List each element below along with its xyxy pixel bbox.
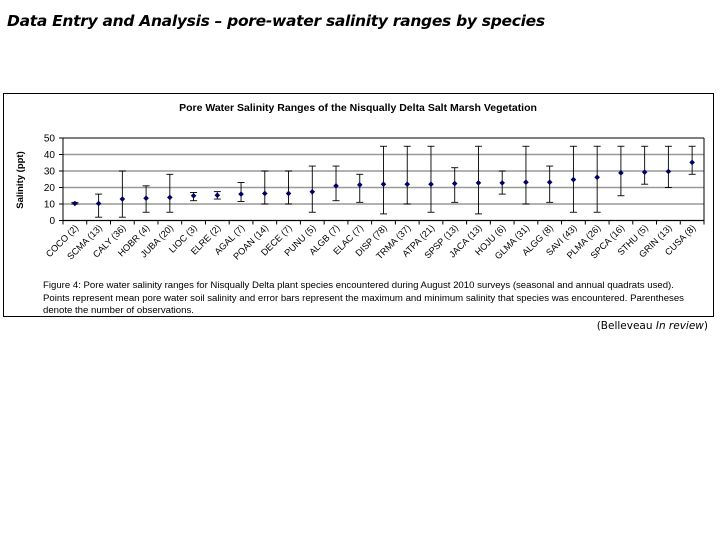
mean-marker xyxy=(190,192,197,199)
mean-marker xyxy=(523,179,529,186)
mean-marker xyxy=(594,174,600,181)
figure-caption: Figure 4: Pore water salinity ranges for… xyxy=(43,280,684,316)
mean-marker xyxy=(546,179,553,186)
y-tick-label: 20 xyxy=(44,183,56,194)
citation-close: ) xyxy=(703,320,708,332)
mean-marker xyxy=(356,182,363,188)
y-tick-label: 30 xyxy=(44,167,56,178)
citation-status: In review xyxy=(655,320,704,332)
mean-markers xyxy=(72,159,695,207)
mean-marker xyxy=(333,183,339,189)
slide-title: Data Entry and Analysis – pore-water sal… xyxy=(7,12,545,30)
y-axis-label: Salinity (ppt) xyxy=(15,151,26,209)
y-tick-labels: 0 10 20 30 40 50 xyxy=(44,134,56,228)
y-tick-label: 50 xyxy=(44,134,56,145)
citation-author: (Belleveau xyxy=(596,320,656,332)
mean-marker xyxy=(475,180,482,186)
mean-marker xyxy=(167,194,173,201)
y-tick-label: 10 xyxy=(44,200,56,211)
error-bar xyxy=(427,145,435,213)
mean-marker xyxy=(285,190,292,197)
chart-title: Pore Water Salinity Ranges of the Nisqua… xyxy=(179,102,537,114)
mean-marker xyxy=(143,195,149,202)
mean-marker xyxy=(570,176,577,183)
mean-marker xyxy=(261,190,268,197)
error-bar xyxy=(285,170,293,205)
y-tick-label: 40 xyxy=(44,150,56,161)
mean-marker xyxy=(72,200,78,207)
error-bar xyxy=(403,145,411,205)
citation: (Belleveau In review) xyxy=(597,320,708,332)
mean-marker xyxy=(689,159,695,166)
y-tick-label: 0 xyxy=(49,216,55,227)
mean-marker xyxy=(119,196,126,202)
mean-marker xyxy=(238,191,244,197)
mean-marker xyxy=(309,188,316,195)
mean-marker xyxy=(451,180,458,187)
mean-marker xyxy=(380,181,387,187)
mean-marker xyxy=(499,180,506,186)
mean-marker xyxy=(404,181,411,187)
error-bar xyxy=(261,170,269,205)
mean-marker xyxy=(214,192,221,199)
error-bar xyxy=(641,145,649,185)
error-bar xyxy=(166,173,174,213)
error-bar xyxy=(522,145,530,205)
x-tick-labels: COCO (2)SCMA (13)CALY (36)HOBR (4)JUBA (… xyxy=(44,223,698,262)
mean-marker xyxy=(428,181,434,187)
error-bar xyxy=(380,145,387,215)
mean-marker xyxy=(665,168,672,175)
chart-frame xyxy=(3,93,714,317)
mean-marker xyxy=(95,200,102,207)
axes xyxy=(59,137,705,225)
error-bar xyxy=(356,173,364,203)
mean-marker xyxy=(618,170,624,176)
error-bar xyxy=(474,145,482,215)
mean-marker xyxy=(641,169,648,175)
error-bar xyxy=(664,145,672,188)
error-bar xyxy=(118,170,126,218)
